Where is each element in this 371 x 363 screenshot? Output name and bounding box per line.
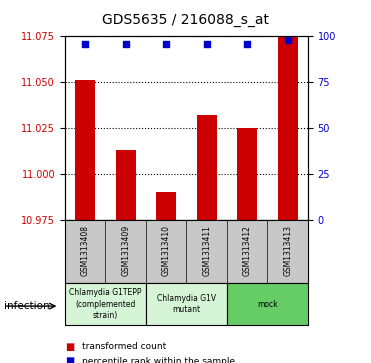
Bar: [146, 283, 227, 325]
Bar: [227, 283, 308, 325]
Point: [285, 37, 290, 43]
Text: GSM1313412: GSM1313412: [243, 225, 252, 276]
Text: ■: ■: [65, 356, 74, 363]
Text: mock: mock: [257, 299, 278, 309]
Point: [123, 41, 129, 46]
Point: [82, 41, 88, 46]
Text: GSM1313411: GSM1313411: [202, 225, 211, 276]
Text: transformed count: transformed count: [82, 342, 166, 351]
Bar: [237, 128, 257, 220]
Text: GDS5635 / 216088_s_at: GDS5635 / 216088_s_at: [102, 13, 269, 27]
Text: GSM1313408: GSM1313408: [81, 225, 90, 276]
Text: infection: infection: [4, 301, 49, 311]
Bar: [156, 192, 176, 220]
Point: [163, 41, 169, 46]
Bar: [75, 80, 95, 220]
Text: GSM1313410: GSM1313410: [162, 225, 171, 276]
Bar: [197, 115, 217, 220]
Text: GSM1313413: GSM1313413: [283, 225, 292, 276]
Text: percentile rank within the sample: percentile rank within the sample: [82, 357, 235, 363]
Bar: [278, 36, 298, 220]
Text: GSM1313409: GSM1313409: [121, 225, 130, 276]
Bar: [115, 150, 136, 220]
Text: Chlamydia G1V
mutant: Chlamydia G1V mutant: [157, 294, 216, 314]
Text: ■: ■: [65, 342, 74, 352]
Point: [204, 41, 210, 46]
Point: [244, 41, 250, 46]
Text: Chlamydia G1TEPP
(complemented
strain): Chlamydia G1TEPP (complemented strain): [69, 289, 142, 319]
Bar: [65, 283, 146, 325]
